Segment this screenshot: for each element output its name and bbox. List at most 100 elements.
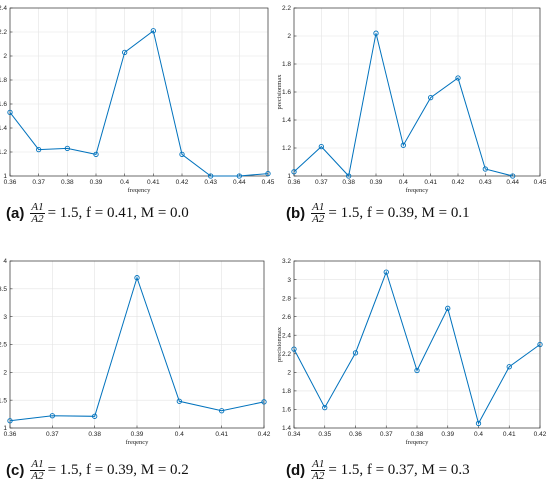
data-point	[236, 173, 242, 179]
y-tick-label: 2.8	[282, 295, 291, 302]
x-tick-label: 0.36	[349, 431, 362, 438]
x-axis-label: freqency	[128, 187, 151, 194]
x-tick-label: 0.38	[61, 179, 74, 186]
data-point	[482, 166, 488, 172]
y-tick-label: 2.5	[0, 342, 7, 349]
data-point	[455, 75, 461, 81]
axes-box	[293, 7, 541, 177]
y-tick-label: 2	[3, 53, 7, 60]
caption-b: (b) A1 A2 = 1.5, f = 0.39, M = 0.1	[286, 198, 470, 228]
data-point	[150, 28, 156, 34]
x-tick-label: 0.38	[411, 431, 424, 438]
data-point	[346, 173, 352, 179]
data-point	[352, 350, 359, 356]
chart-panel-c: 0.36 0.37 0.38 0.39 0.4 0.41 0.42 1 1.5 2 2.5 3 3.5 4…	[0, 258, 271, 446]
x-tick-label: 0.45	[534, 179, 547, 186]
y-tick-label: 1.6	[282, 89, 291, 96]
x-tick-label: 0.38	[342, 179, 355, 186]
x-tick-label: 0.4	[175, 431, 184, 438]
x-tick-label: 0.36	[4, 179, 17, 186]
x-tick-label: 0.45	[262, 179, 275, 186]
data-point	[134, 275, 140, 281]
data-point	[7, 418, 13, 424]
data-point	[373, 30, 379, 36]
fraction-denominator: A2	[312, 469, 325, 482]
x-tick-label: 0.4	[120, 179, 129, 186]
y-tick-label: 1.6	[282, 407, 291, 414]
y-tick-label: 1.8	[282, 388, 291, 395]
x-tick-label: 0.37	[315, 179, 328, 186]
caption-fraction: A1 A2	[30, 201, 45, 225]
y-tick-label: 2	[3, 370, 7, 377]
data-point	[265, 170, 271, 177]
data-point	[428, 94, 434, 101]
y-tick-label: 3.2	[282, 258, 291, 265]
data-point	[322, 404, 328, 411]
y-axis-label: precisionmax	[276, 74, 283, 110]
fraction-numerator: A1	[30, 457, 45, 471]
y-tick-label: 3	[287, 277, 291, 284]
data-point	[122, 49, 128, 56]
x-axis-label: freqency	[406, 187, 429, 194]
data-point	[261, 399, 267, 405]
y-tick-label: 2.6	[282, 314, 291, 321]
x-axis-label: freqency	[126, 439, 149, 446]
data-point	[179, 151, 185, 158]
axes-box	[9, 260, 265, 429]
y-tick-label: 1.2	[282, 145, 291, 152]
x-tick-label: 0.42	[452, 179, 465, 186]
y-tick-label: 1	[287, 173, 291, 180]
y-tick-label: 1.4	[282, 425, 291, 432]
data-point	[318, 143, 324, 150]
caption-params: = 1.5, f = 0.41, M = 0.0	[47, 204, 189, 221]
data-point	[291, 169, 297, 175]
caption-c: (c) A1 A2 = 1.5, f = 0.39, M = 0.2	[6, 455, 189, 485]
caption-letter: (c)	[6, 461, 25, 479]
x-tick-label: 0.39	[90, 179, 103, 186]
x-tick-label: 0.43	[204, 179, 217, 186]
y-tick-label: 1	[3, 425, 7, 432]
x-tick-label: 0.35	[318, 431, 331, 438]
fraction-numerator: A1	[311, 200, 326, 214]
data-point	[537, 341, 543, 348]
y-tick-label: 2	[287, 370, 291, 377]
data-point	[93, 151, 99, 158]
x-axis-label: freqency	[406, 439, 429, 446]
caption-fraction: A1 A2	[30, 457, 45, 482]
fraction-numerator: A1	[311, 457, 326, 471]
y-tick-label: 1.2	[0, 149, 7, 156]
x-tick-label: 0.44	[506, 179, 519, 186]
x-tick-label: 0.36	[4, 431, 17, 438]
series-line	[9, 29, 269, 177]
caption-fraction: A1 A2	[311, 457, 326, 482]
data-point	[219, 408, 225, 414]
x-tick-label: 0.38	[88, 431, 101, 438]
x-tick-label: 0.39	[441, 431, 454, 438]
x-tick-label: 0.42	[176, 179, 189, 186]
plot-area	[10, 8, 268, 176]
series-line	[293, 33, 513, 178]
caption-letter: (b)	[286, 204, 306, 222]
y-tick-label: 4	[3, 258, 7, 265]
x-tick-label: 0.41	[215, 431, 228, 438]
caption-a: (a) A1 A2 = 1.5, f = 0.41, M = 0.0	[6, 198, 189, 228]
data-point	[36, 146, 42, 153]
caption-params: = 1.5, f = 0.39, M = 0.1	[328, 204, 470, 221]
caption-letter: (d)	[286, 461, 306, 479]
caption-d: (d) A1 A2 = 1.5, f = 0.37, M = 0.3	[286, 455, 470, 485]
data-point	[176, 398, 182, 404]
data-point	[400, 142, 406, 148]
chart-panel-b: 0.36 0.37 0.38 0.39 0.4 0.41 0.42 0.43 0.44 0.45 1…	[276, 5, 547, 194]
x-tick-label: 0.43	[479, 179, 492, 186]
data-point	[506, 364, 512, 370]
x-tick-label: 0.39	[370, 179, 383, 186]
y-tick-label: 3.5	[0, 286, 7, 293]
x-tick-label: 0.37	[32, 179, 45, 186]
x-tick-label: 0.41	[147, 179, 160, 186]
data-point	[208, 173, 214, 179]
series-line	[293, 270, 541, 425]
caption-letter: (a)	[6, 204, 25, 222]
y-tick-label: 1.4	[0, 125, 7, 132]
data-point	[383, 269, 389, 275]
x-tick-label: 0.37	[46, 431, 59, 438]
